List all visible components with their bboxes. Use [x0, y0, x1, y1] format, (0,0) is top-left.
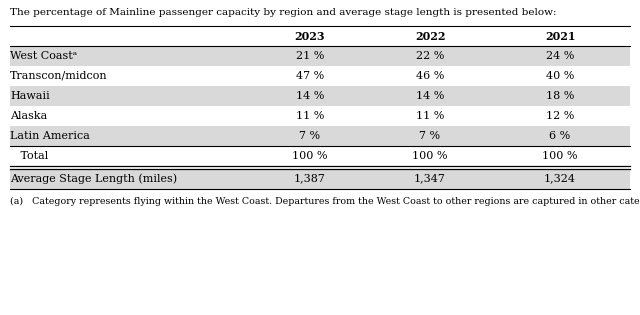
- Text: 2022: 2022: [415, 31, 445, 42]
- Text: 12 %: 12 %: [546, 111, 574, 121]
- Text: Total: Total: [10, 151, 48, 161]
- Bar: [10, 126, 630, 146]
- Text: 1,347: 1,347: [414, 174, 446, 184]
- Text: 7 %: 7 %: [300, 131, 321, 141]
- Text: 2023: 2023: [294, 31, 325, 42]
- Text: 100 %: 100 %: [412, 151, 448, 161]
- Text: 14 %: 14 %: [416, 91, 444, 101]
- Text: 47 %: 47 %: [296, 71, 324, 81]
- Bar: [10, 86, 630, 106]
- Text: West Coastᵃ: West Coastᵃ: [10, 51, 77, 61]
- Bar: [10, 46, 630, 66]
- Text: 18 %: 18 %: [546, 91, 574, 101]
- Text: The percentage of Mainline passenger capacity by region and average stage length: The percentage of Mainline passenger cap…: [10, 8, 557, 17]
- Text: 1,324: 1,324: [544, 174, 576, 184]
- Text: 11 %: 11 %: [296, 111, 324, 121]
- Text: 24 %: 24 %: [546, 51, 574, 61]
- Text: Alaska: Alaska: [10, 111, 47, 121]
- Text: 7 %: 7 %: [419, 131, 440, 141]
- Text: 14 %: 14 %: [296, 91, 324, 101]
- Text: 46 %: 46 %: [416, 71, 444, 81]
- Text: Transcon/midcon: Transcon/midcon: [10, 71, 108, 81]
- Text: 1,387: 1,387: [294, 174, 326, 184]
- Text: 100 %: 100 %: [292, 151, 328, 161]
- Text: 21 %: 21 %: [296, 51, 324, 61]
- Text: Average Stage Length (miles): Average Stage Length (miles): [10, 173, 177, 184]
- Text: 40 %: 40 %: [546, 71, 574, 81]
- Text: (a)   Category represents flying within the West Coast. Departures from the West: (a) Category represents flying within th…: [10, 197, 640, 206]
- Text: 6 %: 6 %: [549, 131, 571, 141]
- Bar: [10, 169, 630, 188]
- Text: 100 %: 100 %: [542, 151, 578, 161]
- Text: Latin America: Latin America: [10, 131, 90, 141]
- Text: 22 %: 22 %: [416, 51, 444, 61]
- Text: 2021: 2021: [545, 31, 575, 42]
- Text: 11 %: 11 %: [416, 111, 444, 121]
- Text: Hawaii: Hawaii: [10, 91, 50, 101]
